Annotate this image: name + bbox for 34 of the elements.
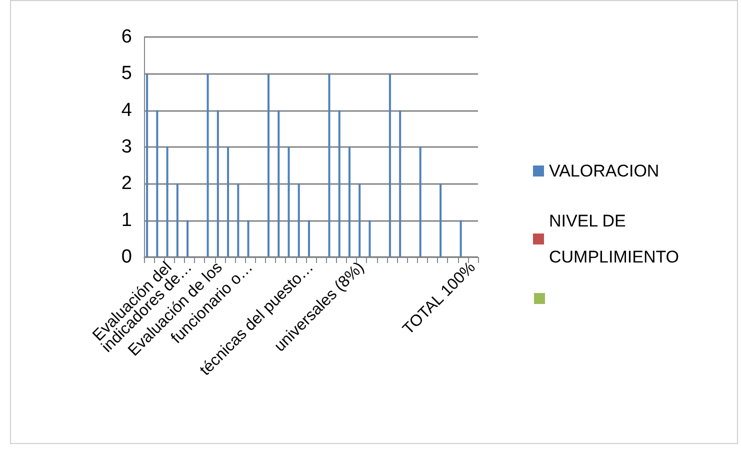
bar (247, 220, 250, 257)
y-tick-label: 5 (121, 63, 132, 84)
bar (176, 184, 178, 257)
bar (419, 147, 422, 257)
bar (358, 184, 361, 257)
bar (368, 220, 371, 257)
y-tick-label: 6 (121, 26, 132, 48)
y-tick-label: 4 (121, 100, 132, 121)
y-tick-label: 3 (121, 136, 132, 158)
bar (338, 110, 340, 257)
bar (268, 74, 270, 257)
bar (388, 74, 391, 257)
y-tick-label: 0 (121, 246, 132, 268)
bar (460, 220, 462, 257)
bar (328, 74, 330, 257)
bar (146, 74, 148, 257)
bar (298, 184, 300, 257)
bar (166, 147, 168, 257)
bar (278, 110, 280, 257)
bar (399, 110, 402, 257)
bar (237, 184, 240, 257)
y-tick-label: 1 (121, 210, 132, 231)
bar (186, 220, 189, 257)
bar (308, 220, 310, 257)
bar (227, 147, 230, 257)
y-tick-label: 2 (121, 173, 132, 194)
bar (440, 184, 442, 257)
legend-label: VALORACION (549, 162, 660, 180)
bar (216, 110, 219, 257)
bar (348, 147, 350, 257)
bar (288, 147, 290, 257)
bar (156, 110, 158, 257)
legend-label: NIVEL DE CUMPLIMIENTO (549, 212, 680, 266)
bar (206, 74, 209, 257)
